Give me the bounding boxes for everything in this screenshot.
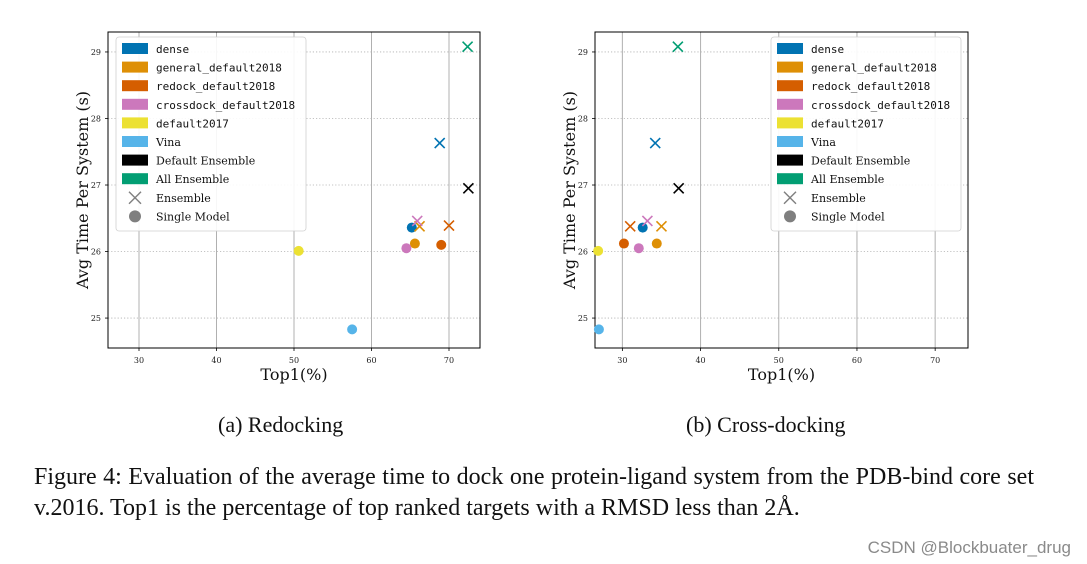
y-tick-label: 25 bbox=[91, 314, 101, 323]
point-ensemble-redock-default2018 bbox=[624, 220, 636, 232]
chart-cross-docking: 30 40 50 60 70 25 26 27 28 29 Top1(%) Avg Time Per … bbox=[560, 31, 969, 384]
point-ensemble-general-default2018 bbox=[655, 220, 668, 232]
legend-swatch bbox=[122, 43, 148, 54]
legend-label: redock_default2018 bbox=[156, 80, 275, 93]
point-single-general-default2018 bbox=[409, 238, 420, 249]
legend-label: Default Ensemble bbox=[811, 155, 910, 168]
legend-swatch bbox=[777, 43, 803, 54]
legend-swatch bbox=[122, 154, 148, 166]
point-single-crossdock-default2018 bbox=[401, 243, 412, 254]
legend-label: default2017 bbox=[156, 117, 229, 130]
point-single-dense bbox=[637, 222, 648, 233]
point-ensemble-dense bbox=[434, 137, 446, 149]
legend-circle-marker bbox=[129, 210, 141, 223]
point-single-dense bbox=[406, 222, 417, 233]
legend-swatch bbox=[122, 136, 148, 147]
legend-swatch bbox=[122, 117, 148, 129]
legend-x-marker bbox=[783, 191, 797, 205]
figure-area: 30 40 50 60 70 25 26 27 28 29 Top1(%) Avg Time Per … bbox=[73, 31, 969, 384]
legend-label: crossdock_default2018 bbox=[156, 99, 295, 112]
x-tick-label: 70 bbox=[444, 356, 454, 365]
legend-swatch bbox=[122, 98, 148, 110]
y-tick-label: 28 bbox=[578, 114, 588, 123]
point-single-crossdock-default2018 bbox=[633, 243, 644, 254]
legend-swatch bbox=[777, 117, 803, 129]
point-single-redock-default2018 bbox=[618, 238, 629, 249]
legend-swatch bbox=[777, 136, 803, 147]
x-tick-label: 30 bbox=[617, 356, 627, 365]
legend-label: general_default2018 bbox=[156, 62, 282, 75]
legend-label: Ensemble bbox=[811, 192, 866, 205]
y-tick-label: 29 bbox=[578, 48, 588, 57]
legend-swatch bbox=[777, 154, 803, 166]
legend-swatch bbox=[777, 80, 803, 92]
x-tick-label: 40 bbox=[211, 356, 221, 365]
x-tick-label: 60 bbox=[366, 356, 376, 365]
watermark: CSDN @Blockbuater_drug bbox=[867, 538, 1071, 557]
point-single-general-default2018 bbox=[651, 238, 662, 249]
legend-label: default2017 bbox=[811, 117, 884, 130]
subcaption-b: (b) Cross-docking bbox=[686, 412, 846, 437]
point-ensemble-all-ensemble bbox=[462, 41, 474, 53]
subcaption-a: (a) Redocking bbox=[218, 412, 344, 437]
legend-label: Vina bbox=[155, 136, 181, 149]
point-ensemble-default-ensemble bbox=[673, 182, 685, 194]
legend-label: Default Ensemble bbox=[156, 155, 255, 168]
x-tick-label: 30 bbox=[134, 356, 144, 365]
y-tick-label: 26 bbox=[578, 248, 588, 257]
legend-label: general_default2018 bbox=[811, 62, 937, 75]
y-tick-label: 28 bbox=[91, 114, 101, 123]
legend-label: dense bbox=[156, 43, 189, 56]
point-single-default2017 bbox=[593, 245, 604, 256]
legend-swatch bbox=[777, 61, 803, 73]
chart-redocking: 30 40 50 60 70 25 26 27 28 29 Top1(%) Avg Time Per … bbox=[73, 31, 481, 384]
point-ensemble-default-ensemble bbox=[462, 182, 474, 194]
legend-label: Vina bbox=[810, 136, 836, 149]
point-single-vina bbox=[593, 324, 604, 335]
point-ensemble-redock-default2018 bbox=[443, 220, 455, 232]
figure-caption: Figure 4: Evaluation of the average time… bbox=[34, 464, 1034, 521]
point-ensemble-dense bbox=[649, 137, 661, 149]
legend: dense general_default2018 redock_default20… bbox=[770, 36, 962, 232]
legend-label: redock_default2018 bbox=[811, 80, 930, 93]
x-tick-label: 70 bbox=[930, 356, 940, 365]
point-single-redock-default2018 bbox=[436, 239, 447, 250]
legend-swatch bbox=[777, 173, 803, 185]
y-tick-label: 26 bbox=[91, 248, 101, 257]
y-axis-label: Avg Time Per System (s) bbox=[73, 91, 92, 290]
legend-label: Single Model bbox=[811, 210, 885, 223]
legend-swatch bbox=[122, 80, 148, 92]
legend-x-marker bbox=[128, 191, 142, 205]
y-tick-label: 27 bbox=[91, 181, 101, 190]
x-tick-label: 40 bbox=[695, 356, 705, 365]
x-tick-label: 50 bbox=[289, 356, 299, 365]
figure-plots: 30 40 50 60 70 25 26 27 28 29 Top1(%) Avg Time Per … bbox=[73, 31, 969, 384]
point-ensemble-crossdock-default2018 bbox=[641, 215, 653, 227]
x-axis-label: Top1(%) bbox=[748, 365, 815, 384]
legend-label: crossdock_default2018 bbox=[811, 99, 950, 112]
legend: dense general_default2018 redock_default20… bbox=[115, 36, 307, 232]
legend-label: All Ensemble bbox=[155, 173, 229, 186]
plot-frame bbox=[594, 31, 969, 349]
point-single-vina bbox=[347, 324, 358, 335]
y-tick-label: 25 bbox=[578, 314, 588, 323]
point-ensemble-all-ensemble bbox=[672, 41, 684, 53]
x-axis-label: Top1(%) bbox=[260, 365, 327, 384]
y-tick-label: 29 bbox=[91, 48, 101, 57]
y-axis-label: Avg Time Per System (s) bbox=[560, 91, 579, 290]
y-tick-label: 27 bbox=[578, 181, 588, 190]
legend-circle-marker bbox=[784, 210, 796, 223]
legend-swatch bbox=[122, 61, 148, 73]
x-tick-label: 50 bbox=[774, 356, 784, 365]
legend-label: dense bbox=[811, 43, 844, 56]
x-tick-label: 60 bbox=[852, 356, 862, 365]
point-ensemble-crossdock-default2018 bbox=[411, 215, 423, 227]
legend-swatch bbox=[122, 173, 148, 185]
point-single-default2017 bbox=[293, 245, 304, 256]
legend-label: Ensemble bbox=[156, 192, 211, 205]
legend-label: All Ensemble bbox=[810, 173, 884, 186]
legend-label: Single Model bbox=[156, 210, 230, 223]
legend-swatch bbox=[777, 98, 803, 110]
